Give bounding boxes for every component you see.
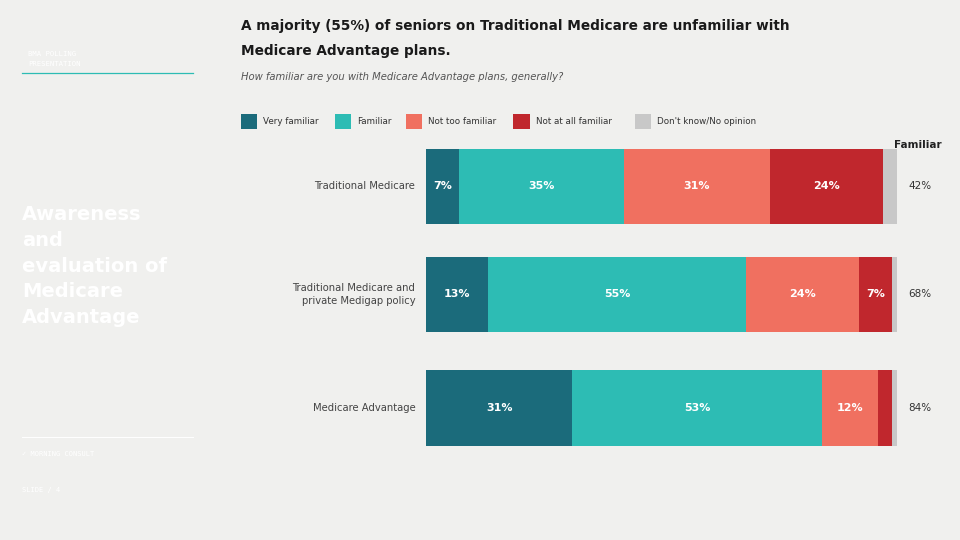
Bar [859,256,892,332]
Text: Not too familiar: Not too familiar [428,117,496,126]
Text: Traditional Medicare: Traditional Medicare [315,181,416,191]
Text: Awareness
and
evaluation of
Medicare
Advantage: Awareness and evaluation of Medicare Adv… [22,205,167,327]
Text: Traditional Medicare and
private Medigap policy: Traditional Medicare and private Medigap… [293,283,416,306]
Bar [426,370,572,446]
Text: 53%: 53% [684,403,710,413]
Bar [406,114,422,129]
Text: Don't know/No opinion: Don't know/No opinion [657,117,756,126]
Text: 12%: 12% [836,403,863,413]
Text: How familiar are you with Medicare Advantage plans, generally?: How familiar are you with Medicare Advan… [241,72,564,83]
Bar [878,370,892,446]
Bar [514,114,530,129]
Text: BMA POLLING
PRESENTATION: BMA POLLING PRESENTATION [29,51,81,67]
Text: Not at all familiar: Not at all familiar [536,117,612,126]
Text: 35%: 35% [529,181,555,191]
Bar [426,256,488,332]
Bar [892,256,897,332]
Bar [488,256,747,332]
Bar [624,148,770,224]
Text: ✓ MORNING CONSULT: ✓ MORNING CONSULT [22,451,94,457]
Text: A majority (55%) of seniors on Traditional Medicare are unfamiliar with: A majority (55%) of seniors on Tradition… [241,19,790,33]
Bar [770,148,883,224]
Bar [892,370,897,446]
Text: 24%: 24% [813,181,840,191]
Bar [635,114,651,129]
Text: 31%: 31% [684,181,710,191]
Text: Medicare Advantage plans.: Medicare Advantage plans. [241,44,451,58]
Bar [459,148,624,224]
Text: 42%: 42% [908,181,931,191]
Bar [822,370,878,446]
Text: Very familiar: Very familiar [263,117,319,126]
Bar [335,114,351,129]
Text: 24%: 24% [789,289,816,299]
Text: 68%: 68% [908,289,931,299]
Bar [747,256,859,332]
Text: Medicare Advantage: Medicare Advantage [313,403,416,413]
Text: Familiar: Familiar [357,117,392,126]
Text: SLIDE / 4: SLIDE / 4 [22,487,60,493]
Bar [426,148,459,224]
Text: 84%: 84% [908,403,931,413]
Bar [241,114,257,129]
Text: 7%: 7% [866,289,885,299]
Bar [572,370,822,446]
Text: 31%: 31% [486,403,513,413]
Text: Familiar: Familiar [894,140,942,151]
Text: 13%: 13% [444,289,470,299]
Text: 7%: 7% [433,181,452,191]
Text: 55%: 55% [604,289,630,299]
Bar [883,148,897,224]
